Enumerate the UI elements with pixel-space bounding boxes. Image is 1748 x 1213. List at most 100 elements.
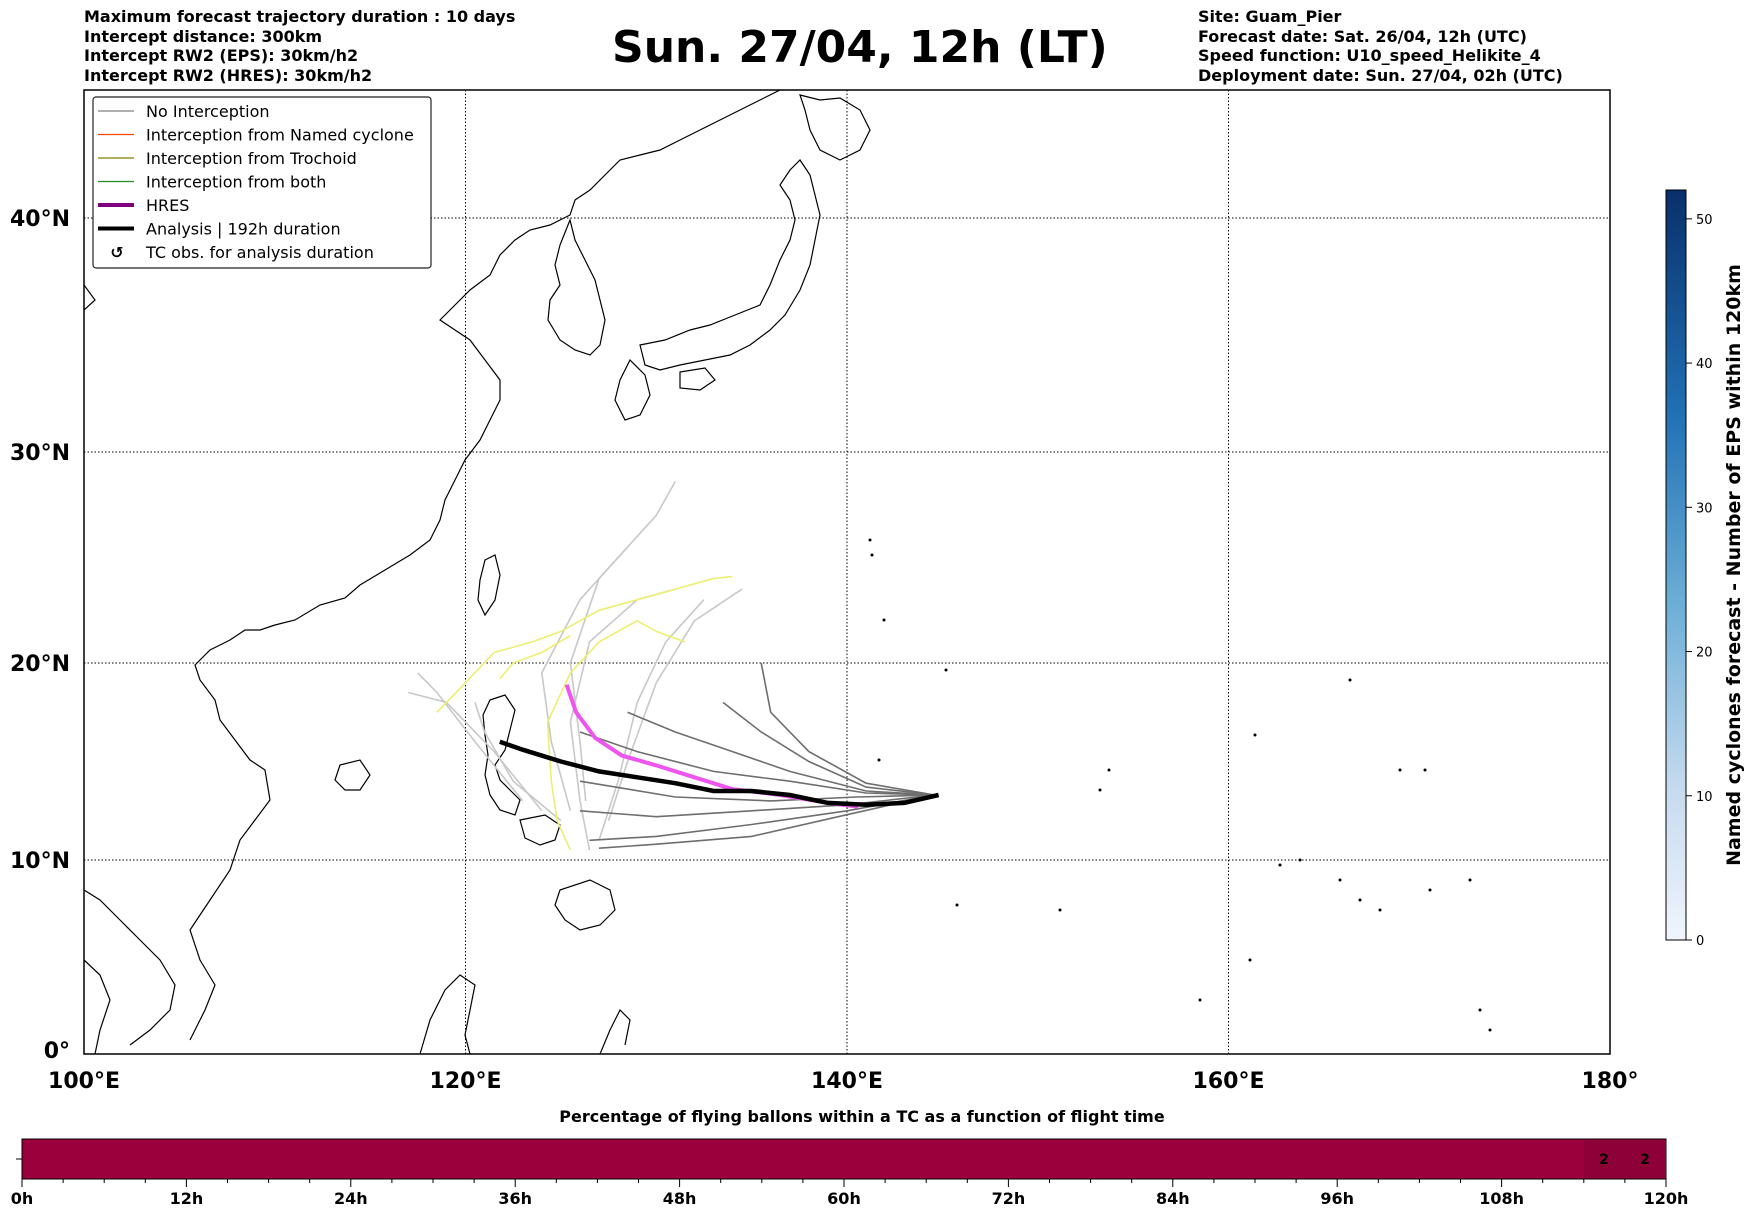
coastline-path — [639, 159, 821, 371]
legend: No Interception Interception from Named c… — [92, 96, 432, 269]
island-dot — [1278, 863, 1282, 867]
lat-tick-label: 0° — [44, 1039, 70, 1064]
legend-box — [92, 96, 432, 269]
coastline-path — [84, 889, 176, 1046]
bar-tick-label: 120h — [1644, 1189, 1689, 1208]
bar-tick-label: 12h — [170, 1189, 204, 1208]
eps-track-light — [417, 672, 524, 802]
header-left-line-4: Intercept RW2 (HRES): 30km/h2 — [84, 65, 373, 85]
lat-tick-label: 30°N — [10, 441, 70, 466]
bottom-bar-cell-1-value: 2 — [1599, 1152, 1609, 1168]
bar-tick-label: 108h — [1479, 1189, 1524, 1208]
island-dot — [882, 618, 886, 622]
colorbar-tick-label: 30 — [1696, 501, 1713, 516]
header-right-line-1: Site: Guam_Pier — [1198, 7, 1342, 26]
island-dot — [1468, 878, 1472, 882]
header-right-line-3: Speed function: U10_speed_Helikite_4 — [1198, 46, 1541, 65]
island-dot — [1253, 733, 1257, 737]
header-left-line-1: Maximum forecast trajectory duration : 1… — [84, 7, 516, 26]
island-dot — [868, 538, 872, 542]
legend-label: Interception from Trochoid — [146, 149, 357, 168]
lon-tick-label: 180° — [1582, 1069, 1639, 1094]
eps-track-dark — [579, 780, 935, 802]
eps-track-light — [540, 546, 629, 812]
island-dot — [870, 553, 874, 557]
eps-track-light — [408, 691, 543, 812]
coastline-path — [599, 1008, 631, 1054]
analysis-track — [499, 739, 940, 808]
island-dot — [1058, 908, 1062, 912]
lon-labels: 100°E 120°E 140°E 160°E 180° — [48, 1069, 1638, 1094]
island-dot — [1098, 788, 1102, 792]
analysis-path — [499, 739, 940, 808]
island-dot — [1338, 878, 1342, 882]
eps-track-light — [474, 702, 562, 822]
legend-label: HRES — [146, 196, 189, 215]
eps-track-dark — [722, 701, 935, 796]
lon-tick-label: 160°E — [1193, 1069, 1265, 1094]
header-right-line-2: Forecast date: Sat. 26/04, 12h (UTC) — [1198, 26, 1527, 46]
bar-tick-label: 60h — [827, 1189, 861, 1208]
island-dot — [1248, 958, 1252, 962]
lat-labels: 0° 10°N 20°N 30°N 40°N — [10, 207, 70, 1064]
eps-track-yellow — [499, 634, 571, 680]
coastline-path — [679, 367, 716, 391]
bottom-bar-cell-1 — [1584, 1140, 1625, 1178]
colorbar-tick-label: 10 — [1696, 790, 1713, 805]
legend-label: TC obs. for analysis duration — [145, 243, 374, 262]
header-left-line-3: Intercept RW2 (EPS): 30km/h2 — [84, 46, 359, 65]
eps-track-light — [598, 599, 705, 841]
bottom-bar-fill — [21, 1138, 1667, 1180]
gridlines — [84, 90, 1610, 1054]
header-right-line-4: Deployment date: Sun. 27/04, 02h (UTC) — [1198, 65, 1563, 85]
coastline-path — [519, 814, 561, 846]
legend-label: Analysis | 192h duration — [146, 220, 341, 239]
island-dot — [1488, 1028, 1492, 1032]
eps-yellow-tracks — [436, 575, 733, 851]
island-dot — [1423, 768, 1427, 772]
eps-track-dark — [579, 731, 935, 796]
eps-track-dark — [760, 662, 935, 796]
header-left-block: Maximum forecast trajectory duration : 1… — [84, 7, 515, 85]
eps-track-dark — [627, 711, 935, 796]
bottom-bar-cell-2 — [1625, 1140, 1666, 1178]
colorbar-tick-label: 50 — [1696, 213, 1713, 228]
island-dot — [1107, 768, 1111, 772]
coastline-path — [554, 879, 616, 931]
bar-tick-label: 96h — [1320, 1189, 1354, 1208]
coastline-path — [419, 974, 476, 1054]
colorbar-tick-label: 0 — [1696, 934, 1704, 949]
coastline-path — [614, 358, 651, 421]
island-dot — [955, 903, 959, 907]
legend-label: Interception from Named cyclone — [146, 126, 414, 145]
coastline-path — [84, 959, 111, 1054]
eps-track-dark — [598, 794, 935, 849]
bar-tick-label: 0h — [11, 1189, 34, 1208]
eps-track-dark — [579, 794, 935, 818]
island-dot — [1478, 1008, 1482, 1012]
bottom-bar-cell-2-value: 2 — [1640, 1152, 1650, 1168]
eps-dark-tracks — [579, 662, 935, 849]
island-dot — [1398, 768, 1402, 772]
island-dot — [944, 668, 948, 672]
colorbar-tick-label: 20 — [1696, 646, 1713, 661]
island-dot — [1358, 898, 1362, 902]
bar-tick-label: 48h — [663, 1189, 697, 1208]
coastlines — [84, 90, 1492, 1054]
coastline-path — [799, 94, 871, 161]
lon-tick-label: 120°E — [430, 1069, 502, 1094]
header-right-block: Site: Guam_Pier Forecast date: Sat. 26/0… — [1198, 7, 1563, 85]
coastline-path — [189, 90, 781, 1041]
colorbar: 0 10 20 30 40 50 Named cyclones forecast - Nu… — [1665, 189, 1745, 949]
flight-time-bar: Percentage of flying ballons within a TC… — [11, 1107, 1689, 1208]
coastline-path — [547, 218, 606, 356]
island-dot — [1378, 908, 1382, 912]
tc-obs-symbol-icon: ↺ — [110, 243, 123, 262]
bottom-bar-title: Percentage of flying ballons within a TC… — [559, 1107, 1165, 1126]
eps-track-yellow — [436, 575, 733, 713]
eps-track-yellow — [546, 619, 686, 851]
legend-label: No Interception — [146, 102, 270, 121]
coastline-path — [334, 759, 371, 791]
eps-track-light — [607, 588, 743, 821]
